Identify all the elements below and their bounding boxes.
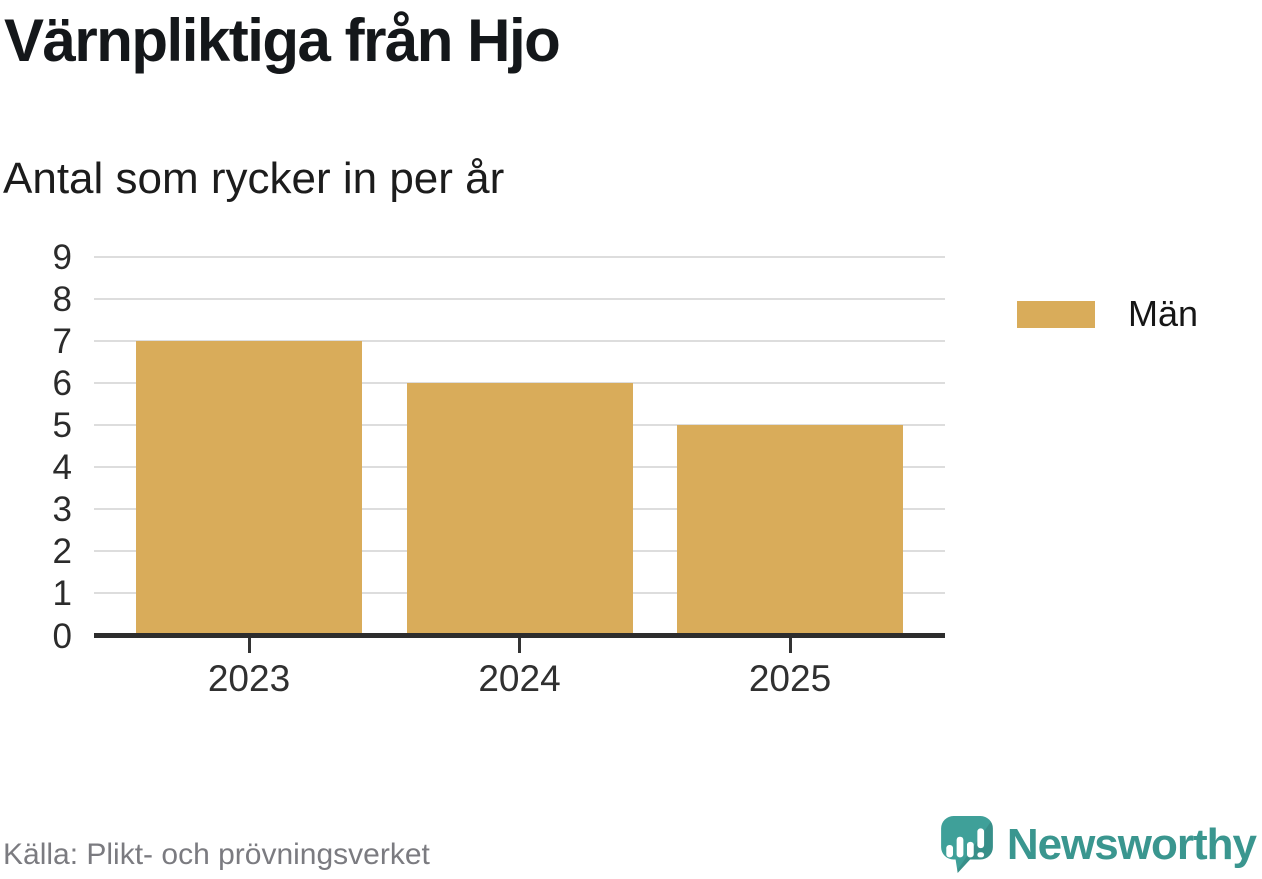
legend-label-man: Män bbox=[1128, 293, 1199, 334]
y-axis-label: 9 bbox=[52, 238, 72, 278]
legend: Män bbox=[1017, 296, 1198, 332]
y-axis-label: 2 bbox=[52, 532, 72, 572]
y-axis-label: 0 bbox=[52, 616, 72, 656]
x-axis-label: 2024 bbox=[478, 658, 561, 699]
x-axis-line bbox=[94, 633, 945, 638]
y-axis-label: 6 bbox=[52, 364, 72, 404]
x-axis-tick bbox=[247, 638, 251, 653]
legend-swatch-man bbox=[1017, 300, 1095, 328]
gridline bbox=[94, 298, 945, 301]
y-axis-label: 8 bbox=[52, 280, 72, 320]
newsworthy-wordmark: Newsworthy bbox=[1006, 820, 1257, 869]
x-axis-label: 2025 bbox=[748, 658, 832, 699]
x-axis-label: 2023 bbox=[207, 658, 291, 699]
newsworthy-logo: Newsworthy bbox=[940, 816, 1257, 874]
y-axis-label: 7 bbox=[52, 322, 72, 362]
bar-2025 bbox=[677, 425, 903, 636]
y-axis-label: 5 bbox=[52, 406, 72, 446]
x-axis-tick bbox=[788, 638, 792, 653]
gridline bbox=[94, 340, 945, 343]
chart-title: Värnpliktiga från Hjo bbox=[4, 7, 561, 74]
x-axis-tick bbox=[518, 638, 521, 653]
newsworthy-icon bbox=[940, 816, 993, 873]
bar-2023 bbox=[136, 341, 362, 636]
y-axis-label: 1 bbox=[52, 574, 72, 614]
bar-2024 bbox=[406, 383, 633, 636]
gridline bbox=[94, 256, 945, 259]
chart-subtitle: Antal som rycker in per år bbox=[3, 154, 505, 203]
source-note: Källa: Plikt- och prövningsverket bbox=[3, 838, 430, 871]
y-axis-label: 4 bbox=[52, 448, 72, 488]
y-axis-label: 3 bbox=[52, 490, 72, 530]
